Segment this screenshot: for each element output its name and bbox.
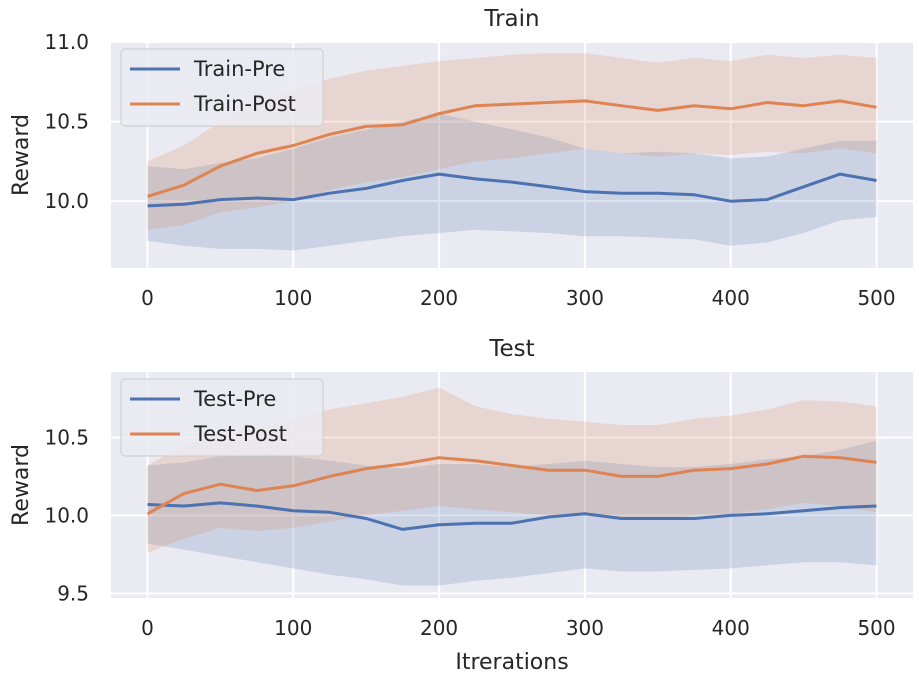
x-tick-label: 0 — [141, 616, 154, 640]
y-tick-label: 9.5 — [57, 581, 89, 605]
y-tick-label: 10.0 — [44, 503, 89, 527]
legend-label: Test-Post — [193, 422, 287, 446]
series-line-test-post — [146, 454, 877, 516]
x-tick-label: 0 — [141, 286, 154, 310]
legend-label: Train-Post — [193, 92, 296, 116]
legend: Test-Pre Test-Post — [120, 378, 324, 457]
y-tick-label: 10.5 — [44, 425, 89, 449]
y-tick-label: 11.0 — [44, 30, 89, 54]
y-axis-label: Reward — [9, 444, 34, 526]
x-tick-label: 200 — [420, 616, 458, 640]
x-tick-label: 200 — [420, 286, 458, 310]
y-tick-label: 10.0 — [44, 189, 89, 213]
x-tick-label: 500 — [857, 286, 895, 310]
x-tick-label: 100 — [274, 286, 312, 310]
legend: Train-Pre Train-Post — [120, 48, 324, 127]
series-line-train-pre — [147, 172, 877, 208]
chart-title: Test — [488, 336, 534, 362]
x-tick-label: 400 — [712, 616, 750, 640]
series-line-test-pre — [147, 501, 877, 531]
confidence-band-train-post — [147, 53, 877, 230]
series-line-train-post — [147, 99, 877, 198]
legend-label: Train-Pre — [193, 57, 285, 81]
subplot-train: 0 100 200 300 400 500 10.0 10.5 11.0 Train Reward T… — [9, 6, 913, 310]
x-tick-label: 500 — [857, 616, 895, 640]
x-axis-label: Itrerations — [455, 650, 568, 675]
legend-label: Test-Pre — [193, 387, 276, 411]
y-tick-label: 10.5 — [44, 110, 89, 134]
x-tick-label: 300 — [566, 286, 604, 310]
x-tick-label: 300 — [566, 616, 604, 640]
x-tick-label: 400 — [712, 286, 750, 310]
chart-title: Train — [483, 6, 539, 32]
y-axis-label: Reward — [9, 114, 34, 196]
x-tick-label: 100 — [274, 616, 312, 640]
subplot-test: 0 100 200 300 400 500 9.5 10.0 10.5 Test Reward Itr… — [9, 336, 913, 675]
